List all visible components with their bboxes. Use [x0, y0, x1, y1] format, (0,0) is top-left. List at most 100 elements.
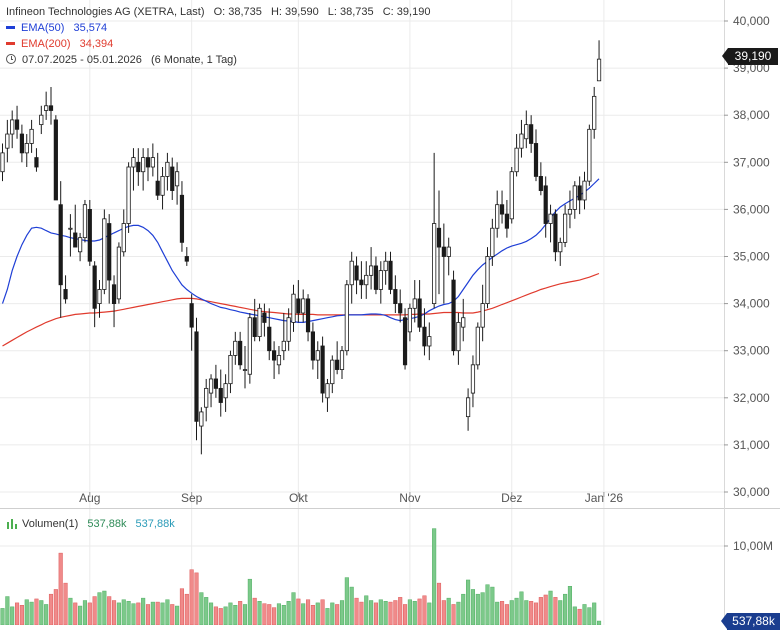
- candle-body: [368, 265, 374, 276]
- candle-body: [359, 279, 364, 286]
- volume-bar: [567, 586, 573, 625]
- candle: [339, 345, 345, 379]
- candle: [480, 284, 485, 342]
- candle-body: [320, 345, 325, 394]
- candle: [5, 119, 10, 163]
- volume-bar: [310, 605, 315, 625]
- candle-body: [223, 383, 228, 399]
- candle-body: [485, 256, 490, 304]
- candle-body: [218, 387, 223, 403]
- candle-body: [393, 289, 398, 305]
- volume-bar: [456, 601, 461, 625]
- volume-bar: [228, 602, 233, 625]
- volume-bar: [10, 606, 15, 625]
- volume-bar: [53, 589, 58, 625]
- candle: [592, 86, 597, 139]
- candle-body: [63, 289, 68, 300]
- volume-bar: [92, 596, 97, 625]
- candle-body: [412, 298, 417, 309]
- volume-bar: [432, 528, 437, 625]
- candle: [14, 105, 20, 139]
- x-tick-label: Dez: [501, 491, 522, 505]
- ema50-label: EMA(50): [21, 22, 65, 34]
- volume-bar: [403, 604, 408, 625]
- candle: [73, 204, 78, 248]
- volume-bar: [179, 588, 184, 625]
- candle: [286, 308, 291, 351]
- candle: [325, 378, 330, 412]
- candle: [504, 199, 510, 238]
- candle-body: [189, 303, 194, 328]
- candle-body: [238, 340, 243, 366]
- volume-bar: [441, 600, 446, 625]
- candle-body: [19, 133, 25, 154]
- candle: [262, 303, 267, 337]
- candle-body: [267, 326, 272, 352]
- candle-body: [354, 265, 359, 281]
- volume-bar: [330, 602, 335, 625]
- volume-bar: [82, 600, 88, 625]
- candle: [179, 181, 185, 252]
- candle-body: [136, 161, 141, 173]
- volume-bar: [257, 601, 262, 625]
- candle-body: [126, 166, 131, 224]
- volume-bar: [339, 600, 345, 625]
- candle-body: [14, 119, 20, 130]
- volume-bar: [165, 599, 170, 625]
- volume-bar: [145, 604, 151, 625]
- candle: [92, 261, 97, 328]
- volume-bar: [73, 602, 78, 625]
- candle: [495, 190, 500, 238]
- candle: [116, 242, 121, 304]
- candle-body: [325, 383, 330, 399]
- volume-bar: [252, 597, 257, 625]
- candle: [170, 157, 175, 200]
- volume-bar: [39, 600, 44, 625]
- candle: [223, 374, 228, 412]
- candle: [267, 308, 272, 361]
- candle: [78, 232, 83, 262]
- volume-bar: [141, 597, 146, 625]
- y-tick-label: 33,000: [733, 344, 770, 358]
- candle-body: [373, 265, 379, 290]
- ohlc-high-key: H:: [270, 6, 282, 18]
- volume-bar: [378, 599, 383, 625]
- candle: [141, 148, 146, 191]
- candle: [432, 152, 437, 309]
- volume-bar: [247, 578, 252, 625]
- volume-bar: [107, 596, 112, 625]
- instrument-title: Infineon Technologies AG (XETRA, Last): [6, 6, 205, 18]
- candle-body: [0, 152, 5, 173]
- y-tick-label: 38,000: [733, 108, 770, 122]
- volume-bar: [24, 599, 29, 625]
- volume-bar: [15, 602, 20, 625]
- volume-bar: [301, 603, 306, 625]
- candle: [87, 199, 92, 266]
- candle-body: [499, 204, 505, 215]
- volume-bar: [242, 604, 248, 625]
- ohlc-open-key: O:: [213, 6, 226, 18]
- candle: [388, 251, 393, 295]
- candle: [131, 148, 136, 191]
- candle: [572, 181, 577, 219]
- volume-bar: [112, 600, 117, 625]
- candle: [126, 162, 131, 233]
- candle-body: [145, 157, 151, 168]
- volume-bar: [558, 600, 563, 625]
- candle: [208, 374, 214, 408]
- date-range: 07.07.2025 - 05.01.2026: [22, 54, 142, 66]
- candle: [543, 176, 548, 238]
- candle: [97, 280, 102, 318]
- candle-body: [48, 105, 54, 111]
- clock-icon: [6, 54, 16, 65]
- candle-body: [281, 340, 286, 352]
- candle-body: [29, 128, 34, 144]
- legend-ema50[interactable]: EMA(50) 35,574: [6, 20, 107, 36]
- x-axis: Aug Sep Okt Nov Dez Jan '26: [79, 491, 623, 505]
- volume-bar: [504, 604, 509, 625]
- ema200-label: EMA(200): [21, 38, 71, 50]
- legend-volume[interactable]: Volumen(1) 537,88k 537,88k: [6, 516, 175, 532]
- candle-body: [286, 317, 291, 342]
- legend-ema200[interactable]: EMA(200) 34,394: [6, 36, 113, 52]
